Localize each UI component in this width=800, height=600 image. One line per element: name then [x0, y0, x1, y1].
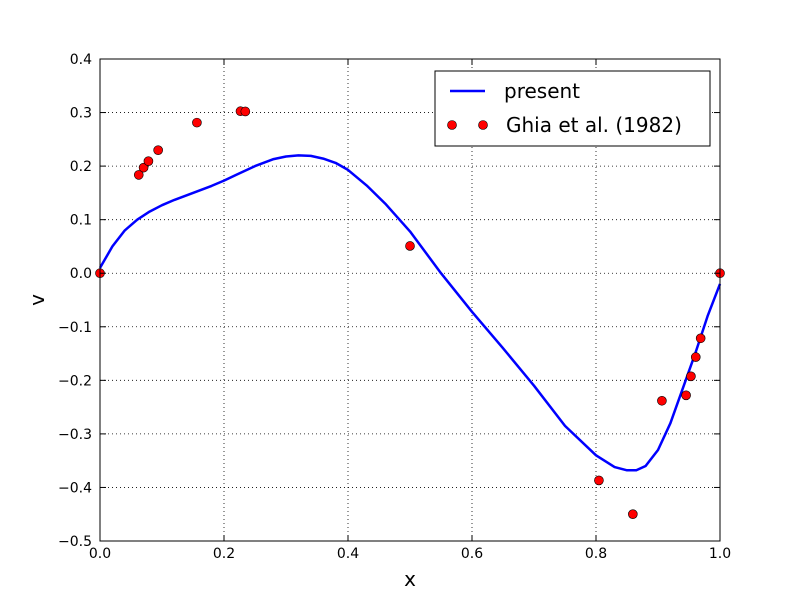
legend-marker-ghia-2 — [478, 120, 488, 130]
data-point-ghia — [628, 509, 638, 519]
data-point-ghia — [143, 156, 154, 166]
y-tick-label: −0.5 — [58, 534, 92, 550]
y-tick-label: −0.4 — [58, 480, 92, 496]
data-point-ghia — [138, 162, 149, 173]
data-point-ghia — [594, 475, 604, 486]
data-point-ghia — [405, 241, 415, 251]
y-tick-label: −0.3 — [58, 427, 92, 443]
ticks: 0.0 0.2 0.4 0.6 0.8 1.0 −0.5 −0.4 −0.3 −0.2 −0.1 0.… — [58, 52, 731, 562]
plot-area — [95, 106, 725, 519]
x-tick-label: 1.0 — [709, 546, 731, 562]
y-tick-label: 0.3 — [70, 106, 92, 122]
x-tick-label: 0.2 — [213, 546, 235, 562]
y-tick-label: −0.2 — [58, 373, 92, 389]
legend-marker-ghia-1 — [447, 120, 457, 130]
data-point-ghia — [690, 352, 701, 362]
axes-frame — [99, 58, 721, 542]
y-tick-label: 0.4 — [70, 52, 92, 68]
y-tick-label: 0.1 — [70, 213, 92, 229]
x-tick-label: 0.8 — [585, 546, 607, 562]
data-point-ghia — [240, 106, 251, 117]
data-point-ghia — [133, 170, 144, 180]
y-tick-label: −0.1 — [58, 320, 92, 336]
data-point-ghia — [686, 371, 696, 382]
data-point-ghia — [153, 145, 163, 156]
x-tick-label: 0.4 — [337, 546, 359, 562]
legend-label-present: present — [504, 79, 580, 103]
data-point-ghia — [681, 390, 691, 401]
legend-box — [434, 70, 711, 147]
data-point-ghia — [657, 395, 667, 406]
y-axis-label: v — [25, 294, 49, 306]
data-point-ghia — [695, 333, 706, 344]
series-line-present — [98, 154, 722, 472]
x-tick-label: 0.6 — [461, 546, 483, 562]
legend-label-ghia: Ghia et al. (1982) — [506, 113, 682, 137]
y-tick-label: 0.2 — [70, 159, 92, 175]
data-point-ghia — [192, 117, 202, 128]
y-tick-label: 0.0 — [70, 266, 92, 282]
x-tick-label: 0.0 — [89, 546, 111, 562]
x-axis-label: x — [404, 567, 416, 591]
legend: present Ghia et al. (1982) — [434, 70, 711, 147]
